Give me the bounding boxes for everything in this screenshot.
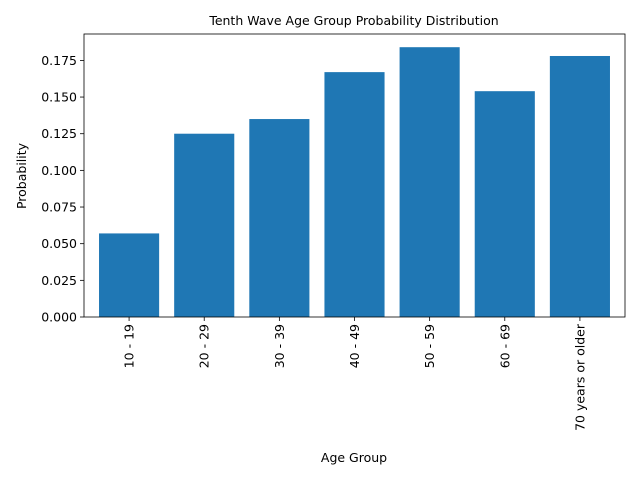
x-tick-label: 30 - 39 [272, 324, 287, 368]
bar-2 [249, 119, 310, 317]
y-axis-label: Probability [14, 142, 29, 209]
y-tick-label: 0.025 [41, 273, 77, 288]
y-tick-label: 0.125 [41, 126, 77, 141]
y-tick-label: 0.075 [41, 200, 77, 215]
x-tick-label: 10 - 19 [122, 324, 137, 368]
bar-5 [474, 91, 535, 318]
x-tick-label: 40 - 49 [347, 324, 362, 368]
bars-group [99, 47, 610, 318]
x-axis-label: Age Group [321, 450, 387, 465]
y-tick-label: 0.050 [41, 236, 77, 251]
y-axis: 0.000 0.025 0.050 0.075 0.100 0.125 0.150 0.175 [41, 53, 84, 325]
y-tick-label: 0.150 [41, 90, 77, 105]
y-tick-label: 0.175 [41, 53, 77, 68]
x-axis: 10 - 19 20 - 29 30 - 39 40 - 49 50 - 59 60 - … [122, 317, 587, 431]
bar-4 [399, 47, 460, 317]
x-tick-label: 70 years or older [572, 323, 587, 431]
bar-6 [549, 55, 610, 318]
x-tick-label: 60 - 69 [497, 324, 512, 368]
x-tick-label: 50 - 59 [422, 324, 437, 368]
bar-0 [99, 233, 160, 317]
chart-title: Tenth Wave Age Group Probability Distrib… [208, 13, 498, 28]
y-tick-label: 0.100 [41, 163, 77, 178]
plot-frame [83, 33, 626, 318]
bar-1 [174, 133, 235, 317]
y-tick-label: 0.000 [41, 310, 77, 325]
x-tick-label: 20 - 29 [197, 324, 212, 368]
bar-3 [324, 72, 385, 317]
